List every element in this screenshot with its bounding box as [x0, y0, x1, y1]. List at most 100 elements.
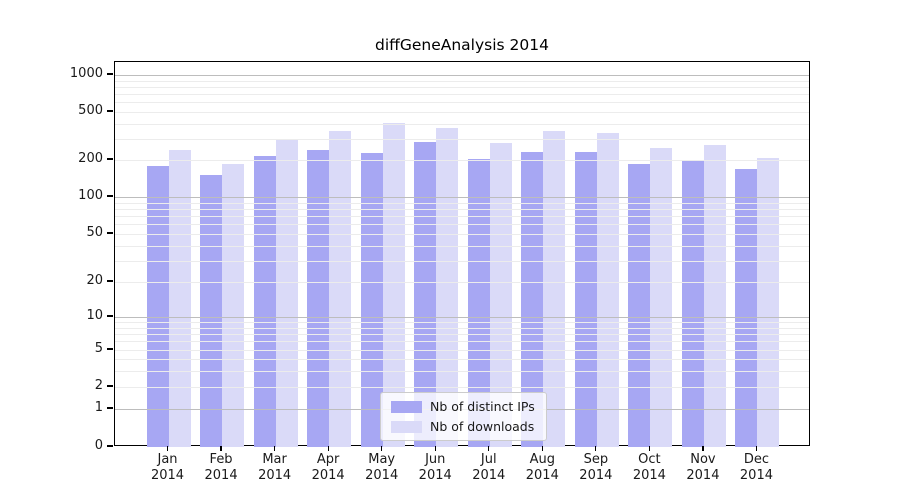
y-axis-tick	[107, 110, 113, 112]
gridline-minor	[115, 208, 809, 210]
gridline-minor	[115, 282, 809, 283]
gridline-minor	[115, 160, 809, 161]
bar-mar-distinct-ips	[253, 156, 276, 447]
gridline-minor	[115, 234, 809, 235]
gridline-minor	[115, 327, 809, 329]
y-axis-tick	[107, 158, 113, 160]
bar-jan-distinct-ips	[146, 165, 169, 447]
gridline-minor	[115, 224, 809, 226]
y-tick-label: 1	[94, 400, 103, 415]
y-axis-tick	[107, 407, 113, 409]
gridline-minor	[115, 322, 809, 324]
x-tick-label: Nov 2014	[686, 452, 720, 483]
x-axis-tick	[648, 446, 650, 451]
x-axis-tick	[220, 446, 222, 451]
x-tick-label: Jan 2014	[150, 452, 185, 483]
y-axis-tick	[107, 348, 113, 350]
x-tick-label: Apr 2014	[311, 452, 345, 483]
x-tick-label: Mar 2014	[258, 452, 292, 483]
bar-dec-downloads	[757, 158, 780, 447]
bar-jul-distinct-ips	[467, 158, 490, 447]
x-tick-label: Sep 2014	[579, 452, 613, 483]
y-axis-tick	[107, 280, 113, 282]
y-tick-label: 1000	[69, 66, 103, 81]
gridline-minor	[115, 123, 809, 125]
legend-label-distinct-ips: Nb of distinct IPs	[430, 399, 535, 414]
y-tick-label: 5	[94, 341, 103, 356]
bar-may-distinct-ips	[360, 152, 383, 447]
legend-item-distinct-ips: Nb of distinct IPs	[391, 398, 538, 415]
legend-label-downloads: Nb of downloads	[430, 419, 535, 434]
bar-sep-distinct-ips	[574, 151, 597, 447]
bar-apr-distinct-ips	[307, 150, 330, 447]
x-axis-tick	[488, 446, 490, 451]
x-axis-tick	[434, 446, 436, 451]
x-axis-tick	[166, 446, 169, 451]
y-tick-label: 0	[94, 438, 103, 453]
y-axis-tick	[107, 73, 113, 75]
y-tick-label: 20	[86, 273, 103, 288]
gridline-minor	[115, 102, 809, 104]
x-axis-tick	[541, 446, 543, 451]
bar-jan-downloads	[168, 150, 191, 447]
x-tick-label: Aug 2014	[525, 452, 559, 483]
bar-nov-distinct-ips	[681, 161, 704, 447]
bar-aug-distinct-ips	[521, 151, 544, 447]
gridline-major	[115, 197, 809, 198]
y-axis-tick	[107, 385, 113, 387]
bar-oct-downloads	[650, 147, 673, 447]
gridline-minor	[115, 350, 809, 351]
y-axis-tick	[107, 195, 113, 197]
y-tick-label: 200	[78, 151, 103, 166]
x-tick-label: Jul 2014	[472, 452, 506, 483]
legend-item-downloads: Nb of downloads	[391, 418, 538, 435]
x-tick-label: May 2014	[365, 452, 399, 483]
x-tick-label: Oct 2014	[632, 452, 666, 483]
y-axis-tick	[107, 315, 113, 317]
gridline-minor	[115, 112, 809, 113]
bar-feb-downloads	[222, 163, 245, 447]
gridline-minor	[115, 216, 809, 218]
bar-may-downloads	[382, 122, 405, 447]
x-axis-tick	[702, 446, 704, 451]
gridline-minor	[115, 80, 809, 82]
gridline-minor	[115, 341, 809, 343]
bar-dec-distinct-ips	[735, 168, 758, 447]
x-axis-tick	[755, 446, 758, 451]
gridline-minor	[115, 94, 809, 96]
y-axis-tick	[107, 232, 113, 234]
y-tick-label: 2	[94, 378, 103, 393]
y-tick-label: 100	[78, 188, 103, 203]
legend-swatch-downloads	[391, 420, 422, 433]
gridline-minor	[115, 138, 809, 140]
x-axis-tick	[595, 446, 597, 451]
gridline-minor	[115, 86, 809, 88]
gridline-major	[115, 317, 809, 318]
gridline-minor	[115, 370, 809, 372]
gridline-minor	[115, 359, 809, 360]
chart-title: diffGeneAnalysis 2014	[375, 36, 549, 54]
bar-sep-downloads	[596, 132, 619, 447]
x-axis-tick	[327, 446, 329, 451]
gridline-major	[115, 75, 809, 76]
y-axis-tick	[107, 445, 113, 447]
gridline-minor	[115, 202, 809, 204]
gridline-minor	[115, 260, 809, 262]
plot-area	[114, 61, 810, 447]
bar-oct-distinct-ips	[628, 163, 651, 447]
legend: Nb of distinct IPs Nb of downloads	[380, 392, 547, 441]
x-tick-label: Feb 2014	[204, 452, 238, 483]
y-tick-label: 500	[78, 103, 103, 118]
x-tick-label: Jun 2014	[418, 452, 452, 483]
x-axis-tick	[381, 446, 383, 451]
gridline-minor	[115, 387, 809, 388]
bar-feb-distinct-ips	[200, 175, 223, 447]
x-tick-label: Dec 2014	[739, 452, 773, 483]
gridline-minor	[115, 333, 809, 335]
gridline-minor	[115, 245, 809, 247]
bar-nov-downloads	[703, 145, 726, 447]
bar-jun-downloads	[436, 127, 459, 447]
x-axis-tick	[274, 446, 276, 451]
bar-apr-downloads	[329, 130, 352, 447]
